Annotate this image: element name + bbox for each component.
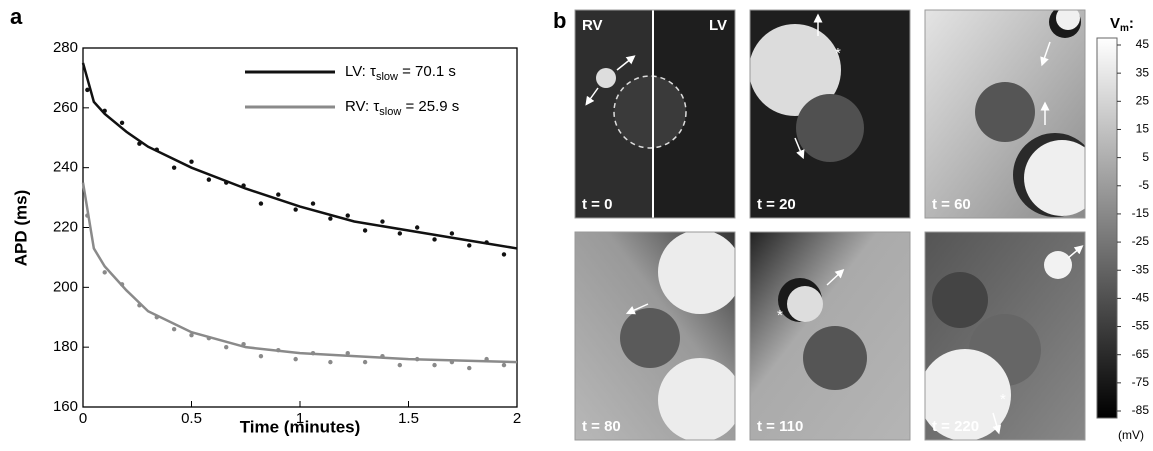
- y-tick-label: 200: [53, 278, 78, 295]
- data-point: [85, 87, 90, 93]
- panel-label: b: [553, 8, 566, 33]
- colorbar-tick-label: -5: [1138, 178, 1149, 192]
- x-tick-label: 0: [79, 410, 87, 427]
- y-tick-label: 160: [53, 398, 78, 415]
- colorbar-tick-label: 35: [1136, 65, 1150, 79]
- frame-image: *: [750, 10, 910, 218]
- frame-image: [575, 10, 735, 218]
- data-point: [467, 365, 472, 371]
- y-tick-label: 180: [53, 338, 78, 355]
- data-point: [102, 270, 107, 275]
- y-tick-label: 280: [53, 39, 78, 56]
- fit-line: [81, 62, 518, 250]
- legend-label: LV: τslow = 70.1 s: [345, 63, 456, 83]
- frame-borders: [574, 9, 1086, 441]
- y-tick-label: 260: [53, 99, 78, 116]
- fit-line: [81, 182, 518, 364]
- data-point: [432, 362, 437, 368]
- frame-label: t = 110: [757, 418, 803, 435]
- data-point: [258, 201, 264, 206]
- data-point: [328, 359, 333, 365]
- data-point: [224, 344, 229, 350]
- colorbar: [1096, 37, 1118, 419]
- frame-image: *: [925, 232, 1085, 440]
- data-point: [467, 243, 472, 248]
- svg-text:*: *: [835, 45, 841, 62]
- colorbar-tick-label: 5: [1142, 150, 1149, 164]
- svg-text:*: *: [1000, 391, 1006, 408]
- colorbar-tick-label: -15: [1132, 206, 1150, 220]
- colorbar-unit: (mV): [1118, 428, 1144, 442]
- data-point: [171, 165, 177, 170]
- colorbar-tick-label: -35: [1132, 262, 1150, 276]
- frame-label: t = 80: [582, 418, 621, 435]
- frame-image: *: [750, 232, 910, 440]
- data-point: [293, 356, 298, 362]
- frame-image: [925, 10, 1085, 218]
- frame-image: [575, 232, 735, 440]
- x-tick-label: 2: [513, 410, 521, 427]
- data-point: [258, 353, 264, 359]
- y-tick-label: 220: [53, 218, 78, 235]
- colorbar-tick-label: 15: [1136, 122, 1150, 136]
- data-point: [432, 237, 437, 242]
- data-point: [501, 362, 507, 368]
- frame-label: t = 60: [932, 196, 971, 213]
- x-tick-label: 1.5: [398, 410, 419, 427]
- region-label: RV: [582, 17, 603, 34]
- y-axis-label: APD (ms): [11, 190, 30, 267]
- x-tick-label: 0.5: [181, 410, 202, 427]
- frame-label: t = 0: [582, 196, 612, 213]
- legend-subscript: slow: [379, 106, 401, 118]
- data-point: [362, 359, 368, 365]
- svg-text:*: *: [777, 307, 783, 324]
- legend-text: LV: τ: [345, 63, 376, 80]
- data-point: [119, 120, 125, 125]
- data-point: [380, 219, 385, 224]
- colorbar-tick-label: -85: [1132, 403, 1150, 417]
- data-point: [397, 231, 403, 236]
- data-point: [310, 201, 316, 206]
- x-axis-label: Time (minutes): [240, 417, 361, 436]
- data-point: [171, 327, 177, 332]
- data-point: [276, 192, 281, 197]
- data-point: [362, 228, 368, 233]
- panel-label: a: [10, 4, 23, 29]
- data-point: [206, 177, 212, 182]
- legend-text: = 70.1 s: [398, 63, 456, 80]
- legend-subscript: slow: [376, 71, 398, 83]
- data-point: [397, 362, 403, 368]
- legend-text: RV: τ: [345, 98, 379, 115]
- data-point: [189, 159, 194, 164]
- region-label: LV: [709, 17, 727, 34]
- data-point: [345, 350, 350, 356]
- x-tick-label: 1: [296, 410, 304, 427]
- colorbar-tick-label: 45: [1136, 37, 1150, 51]
- data-point: [345, 213, 350, 218]
- legend-text: = 25.9 s: [401, 98, 459, 115]
- colorbar-tick-label: -75: [1132, 375, 1150, 389]
- y-tick-label: 240: [53, 159, 78, 176]
- data-point: [293, 207, 298, 212]
- data-point: [328, 216, 333, 221]
- data-point: [449, 231, 455, 236]
- colorbar-tick-label: -55: [1132, 319, 1150, 333]
- colorbar-tick-label: -25: [1132, 234, 1150, 248]
- legend-label: RV: τslow = 25.9 s: [345, 98, 459, 118]
- data-point: [189, 333, 194, 338]
- data-point: [501, 252, 507, 257]
- colorbar-tick-label: -65: [1132, 347, 1150, 361]
- colorbar-title: Vm:: [1110, 15, 1134, 34]
- frame-label: t = 220: [932, 418, 979, 435]
- colorbar-tick-label: -45: [1132, 291, 1150, 305]
- frame-label: t = 20: [757, 196, 796, 213]
- data-point: [414, 225, 420, 230]
- colorbar-tick-label: 25: [1136, 93, 1150, 107]
